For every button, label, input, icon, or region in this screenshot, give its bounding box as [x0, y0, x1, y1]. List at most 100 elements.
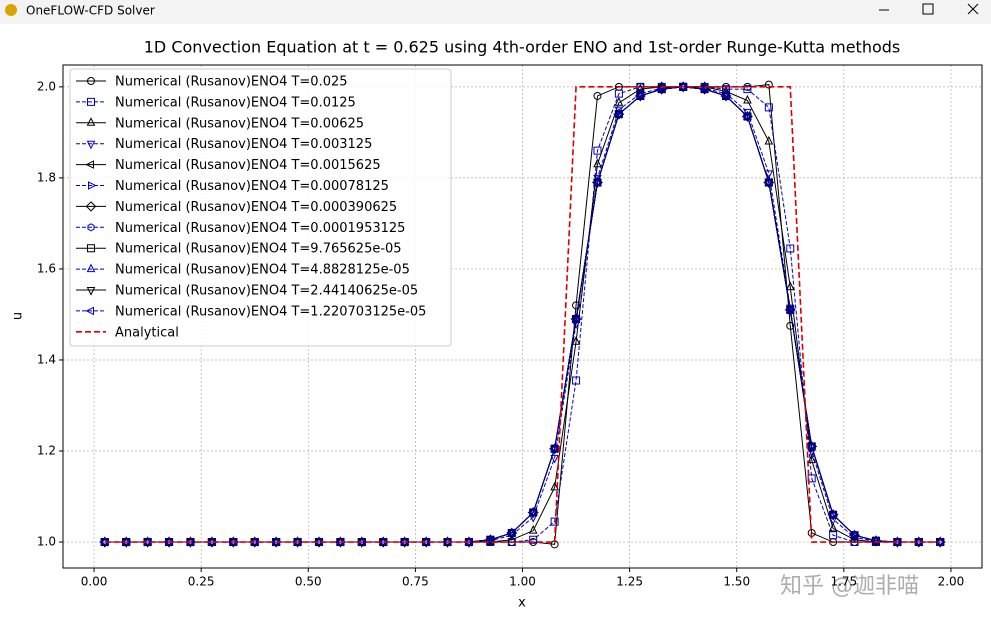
- legend-label: Numerical (Rusanov)ENO4 T=0.0001953125: [115, 221, 405, 236]
- marker: [549, 444, 558, 454]
- close-button[interactable]: [967, 3, 979, 15]
- marker: [807, 454, 817, 464]
- marker: [914, 538, 923, 547]
- marker: [848, 530, 858, 540]
- legend-label: Numerical (Rusanov)ENO4 T=0.025: [115, 75, 348, 90]
- x-tick-label: 0.75: [402, 575, 429, 589]
- marker: [86, 263, 96, 273]
- marker: [87, 77, 95, 85]
- y-tick-label: 1.2: [37, 444, 56, 458]
- marker: [85, 160, 94, 169]
- legend-label: Numerical (Rusanov)ENO4 T=0.0125: [115, 95, 356, 110]
- legend-label: Numerical (Rusanov)ENO4 T=1.220703125e-0…: [115, 304, 426, 319]
- legend-label: Numerical (Rusanov)ENO4 T=0.00078125: [115, 179, 389, 194]
- legend-label: Numerical (Rusanov)ENO4 T=2.44140625e-05: [115, 284, 418, 299]
- marker: [764, 178, 773, 187]
- marker: [379, 538, 388, 547]
- legend-label: Numerical (Rusanov)ENO4 T=0.000390625: [115, 200, 397, 215]
- legend-box: [69, 68, 452, 347]
- marker: [550, 481, 559, 491]
- marker: [764, 135, 774, 145]
- chart-title: 1D Convection Equation at t = 0.625 usin…: [144, 38, 901, 57]
- y-axis-label: u: [11, 312, 26, 320]
- marker: [636, 82, 645, 91]
- marker: [679, 82, 688, 91]
- marker: [593, 158, 602, 168]
- marker: [464, 538, 473, 547]
- legend-label: Numerical (Rusanov)ENO4 T=4.8828125e-05: [115, 263, 410, 278]
- marker: [614, 89, 623, 98]
- marker: [422, 538, 431, 547]
- marker: [100, 538, 109, 547]
- marker: [420, 537, 430, 547]
- marker: [636, 91, 645, 100]
- x-tick-label: 1.75: [830, 575, 857, 589]
- marker: [850, 531, 859, 540]
- legend-label: Numerical (Rusanov)ENO4 T=0.0015625: [115, 158, 381, 173]
- marker: [186, 538, 195, 547]
- legend: Numerical (Rusanov)ENO4 T=0.025 Numerical…: [69, 68, 452, 347]
- marker: [614, 97, 624, 106]
- marker: [571, 336, 581, 345]
- x-tick-label: 2.00: [938, 575, 965, 589]
- marker: [527, 508, 537, 517]
- series-line: [104, 86, 941, 543]
- marker: [165, 538, 174, 547]
- marker: [572, 301, 581, 310]
- marker: [784, 305, 794, 315]
- marker: [786, 321, 795, 330]
- y-tick-label: 1.6: [37, 261, 56, 275]
- marker: [528, 525, 538, 534]
- marker: [87, 244, 95, 253]
- marker: [87, 223, 95, 232]
- marker: [314, 538, 323, 547]
- marker: [293, 538, 302, 547]
- marker: [88, 181, 97, 190]
- marker: [720, 91, 730, 101]
- marker: [828, 522, 838, 532]
- marker: [871, 536, 880, 545]
- maximize-button[interactable]: [922, 3, 934, 15]
- y-tick-label: 1.8: [37, 170, 56, 184]
- marker: [893, 538, 902, 547]
- x-tick-label: 0.50: [295, 575, 322, 589]
- marker: [506, 528, 515, 538]
- marker: [743, 112, 752, 121]
- marker: [698, 84, 708, 94]
- marker: [87, 97, 95, 106]
- marker: [786, 305, 795, 314]
- marker: [891, 537, 901, 547]
- x-tick-label: 1.25: [616, 575, 643, 589]
- marker: [336, 538, 345, 547]
- marker: [249, 537, 258, 547]
- marker: [591, 178, 601, 187]
- marker: [550, 444, 559, 453]
- axes-frame: [62, 64, 983, 569]
- marker: [785, 281, 795, 291]
- watermark: 知乎 @迦非喵: [780, 574, 919, 599]
- marker: [570, 314, 580, 324]
- marker: [763, 178, 772, 187]
- marker: [677, 82, 687, 92]
- marker: [85, 201, 97, 212]
- legend-label: Numerical (Rusanov)ENO4 T=0.00625: [115, 116, 364, 131]
- marker: [250, 538, 259, 547]
- marker: [85, 306, 94, 316]
- marker: [829, 531, 838, 540]
- y-tick-label: 2.0: [37, 79, 56, 93]
- x-axis-label: x: [518, 596, 526, 611]
- marker: [613, 109, 622, 119]
- marker: [229, 538, 238, 547]
- marker: [122, 538, 131, 547]
- marker: [86, 117, 96, 126]
- marker: [86, 140, 96, 150]
- marker: [827, 510, 837, 520]
- y-tick-label: 1.0: [37, 535, 56, 549]
- marker: [807, 442, 816, 451]
- marker: [743, 94, 752, 104]
- marker: [634, 91, 644, 101]
- marker: [593, 91, 602, 100]
- marker: [764, 80, 773, 89]
- marker: [291, 537, 301, 547]
